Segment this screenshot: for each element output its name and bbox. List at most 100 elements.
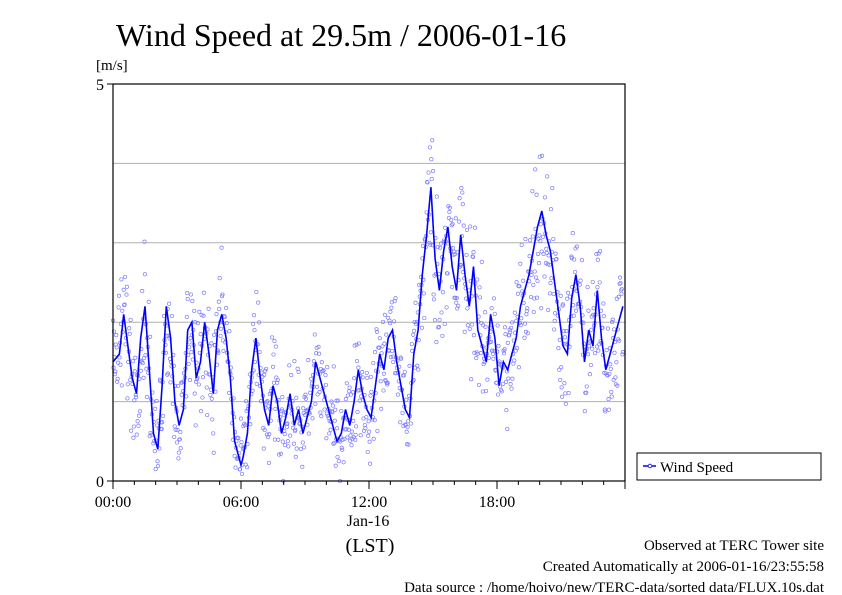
raw-data-point xyxy=(534,275,539,280)
raw-data-point xyxy=(239,471,245,476)
raw-data-point xyxy=(506,376,511,381)
raw-data-point xyxy=(285,421,290,426)
raw-data-point xyxy=(219,326,224,331)
legend-marker xyxy=(647,463,653,469)
raw-data-point xyxy=(377,336,382,341)
raw-data-point xyxy=(461,223,466,228)
raw-data-point xyxy=(389,305,394,310)
raw-data-point xyxy=(303,392,308,397)
raw-data-point xyxy=(302,445,307,450)
raw-data-point xyxy=(129,428,134,433)
raw-data-point xyxy=(367,439,372,444)
raw-data-point xyxy=(508,382,513,387)
raw-data-point xyxy=(339,408,344,414)
raw-data-point xyxy=(464,227,470,232)
raw-data-point xyxy=(294,395,299,400)
raw-data-point xyxy=(161,413,166,419)
raw-data-point xyxy=(601,314,606,319)
raw-data-point xyxy=(185,291,190,296)
raw-data-point xyxy=(211,450,216,455)
raw-data-point xyxy=(130,359,135,364)
raw-data-point xyxy=(293,454,298,459)
raw-data-point xyxy=(209,341,214,346)
raw-data-point xyxy=(332,418,337,423)
raw-data-point xyxy=(266,460,271,465)
raw-data-point xyxy=(502,325,508,330)
raw-data-point xyxy=(509,320,515,325)
raw-data-point xyxy=(449,217,454,222)
raw-data-point xyxy=(553,251,558,256)
raw-data-point xyxy=(618,280,623,285)
raw-data-point xyxy=(248,422,253,427)
raw-data-point xyxy=(224,321,229,326)
raw-data-point xyxy=(373,350,378,355)
raw-data-point xyxy=(280,439,285,444)
raw-data-point xyxy=(591,306,596,311)
raw-data-point xyxy=(430,138,435,143)
raw-data-point xyxy=(135,419,140,424)
raw-data-point xyxy=(588,362,593,368)
raw-data-point xyxy=(292,359,297,364)
x-axis-ticks: 00:00 06:00 12:00 18:00 xyxy=(95,481,626,511)
raw-data-point xyxy=(217,276,222,281)
raw-data-point xyxy=(353,432,358,437)
raw-data-point xyxy=(457,196,462,201)
raw-data-point xyxy=(547,262,552,267)
raw-data-point xyxy=(189,350,194,355)
raw-data-point xyxy=(578,278,583,283)
raw-data-point xyxy=(560,394,565,399)
raw-data-point xyxy=(388,309,393,314)
raw-data-point xyxy=(454,300,459,305)
raw-data-point xyxy=(570,231,575,236)
raw-data-point xyxy=(187,378,193,383)
raw-data-point xyxy=(115,379,120,384)
raw-data-point xyxy=(562,335,567,340)
raw-data-point xyxy=(465,323,470,328)
raw-data-point xyxy=(559,365,564,370)
raw-data-point xyxy=(208,392,213,398)
raw-data-point xyxy=(350,390,355,395)
raw-data-point xyxy=(144,395,149,400)
raw-data-point xyxy=(251,313,257,318)
raw-data-point xyxy=(140,289,145,294)
raw-data-point xyxy=(195,321,200,326)
raw-data-point xyxy=(483,310,488,315)
raw-data-point xyxy=(542,195,547,200)
y-axis-ticks: 05 xyxy=(96,77,113,491)
raw-data-point xyxy=(364,415,369,420)
raw-data-point xyxy=(482,360,487,365)
raw-data-point xyxy=(382,341,387,346)
raw-data-point xyxy=(537,233,542,238)
raw-data-point xyxy=(315,384,320,389)
raw-data-point xyxy=(492,311,497,316)
raw-data-point xyxy=(124,292,129,297)
raw-data-point xyxy=(462,329,467,334)
raw-data-point xyxy=(541,251,546,257)
raw-data-point xyxy=(282,432,287,437)
raw-data-point xyxy=(527,254,532,259)
raw-data-point xyxy=(483,324,488,329)
raw-data-point xyxy=(309,376,314,382)
raw-data-point xyxy=(522,335,527,340)
raw-data-point xyxy=(329,399,334,404)
raw-data-point xyxy=(344,381,349,386)
raw-data-point xyxy=(219,245,224,250)
raw-data-point xyxy=(119,383,124,388)
raw-data-point xyxy=(134,395,139,400)
raw-data-point xyxy=(157,377,162,382)
raw-data-point xyxy=(187,340,192,345)
raw-data-point xyxy=(209,396,214,401)
raw-data-point xyxy=(340,447,345,452)
raw-data-point xyxy=(300,464,305,469)
raw-data-point xyxy=(609,394,614,399)
raw-data-point xyxy=(391,359,396,365)
raw-data-point xyxy=(193,320,198,325)
raw-data-point xyxy=(395,392,400,397)
raw-data-point xyxy=(184,394,189,399)
raw-data-point xyxy=(343,397,348,402)
raw-data-point xyxy=(411,332,416,337)
raw-data-point xyxy=(431,292,436,297)
raw-data-point xyxy=(558,377,563,382)
raw-data-point xyxy=(117,355,122,360)
raw-data-point xyxy=(214,312,219,317)
